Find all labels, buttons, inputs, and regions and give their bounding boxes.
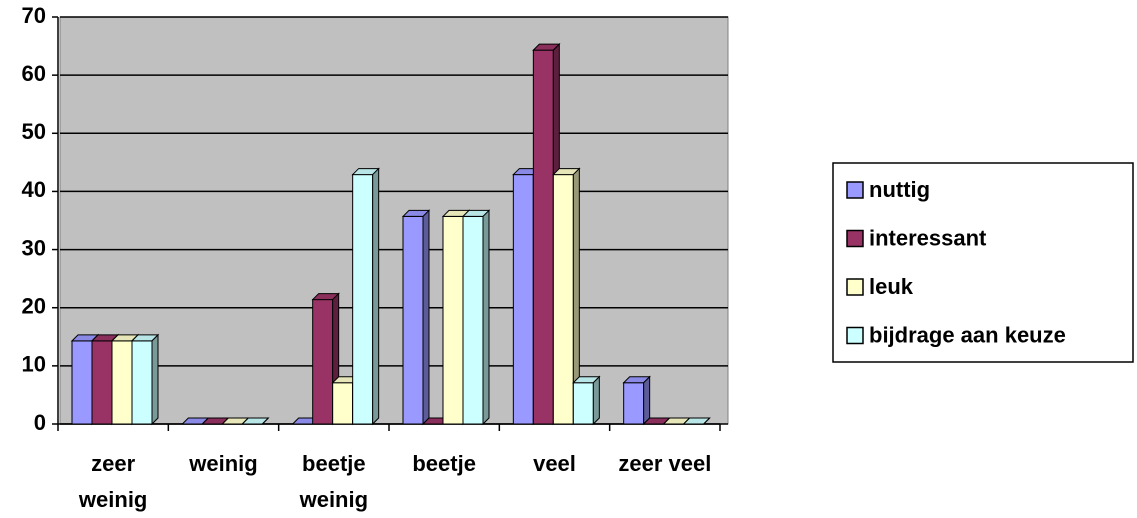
bar-side [261,417,269,425]
y-tick-label: 70 [22,3,46,28]
x-tick-label: beetje [412,451,476,476]
bar-side [372,167,380,426]
bar-side [482,209,490,426]
legend-swatch [846,181,864,199]
bar [131,340,153,425]
bar [512,174,534,425]
bar [462,215,484,425]
y-tick-label: 10 [22,352,46,377]
y-tick-label: 40 [22,177,46,202]
legend-label: leuk [869,274,914,299]
bar-side [703,417,711,425]
x-tick-label: zeer weinig [78,451,148,512]
bar [623,382,645,425]
legend-label: nuttig [869,177,930,202]
bar [312,299,334,425]
x-tick-label: veel [533,451,576,476]
bar [332,382,354,425]
plot-wall [59,16,729,425]
legend-box [832,162,1134,363]
y-tick-label: 60 [22,61,46,86]
bar-side [422,209,430,426]
legend-label: interessant [869,225,987,250]
bar-side [592,375,600,426]
bar [111,340,133,425]
bar [91,340,113,425]
bar [442,215,464,425]
legend-label: bijdrage aan keuze [869,322,1066,347]
x-tick-label: weinig [189,451,258,476]
legend-swatch [846,326,864,345]
x-tick-label: zeer veel [618,451,712,476]
bar-side [643,375,651,426]
bar [532,49,554,425]
x-tick-label: beetje weinig [299,451,369,512]
y-tick-label: 50 [22,119,46,144]
bar-side [151,333,159,426]
legend-swatch [846,278,864,296]
bar [352,174,374,425]
y-tick-label: 0 [34,410,46,435]
bar [572,382,594,425]
bar [402,215,424,425]
bar [71,340,93,425]
y-tick-label: 20 [22,294,46,319]
legend-swatch [846,229,864,248]
y-tick-label: 30 [22,235,46,260]
bar [552,174,574,425]
